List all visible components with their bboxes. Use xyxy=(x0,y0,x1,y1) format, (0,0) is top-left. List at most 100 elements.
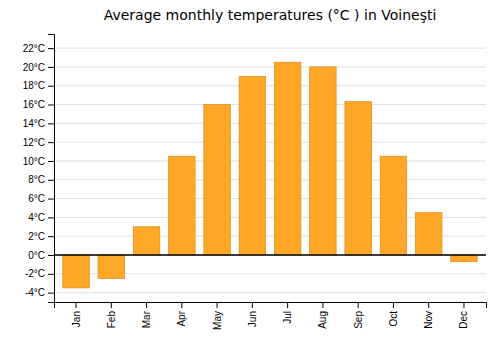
x-tick-mark xyxy=(146,302,147,308)
x-tick: Jan xyxy=(71,302,82,327)
x-tick-label: Aug xyxy=(317,311,328,329)
y-tick: 2°C xyxy=(28,231,54,242)
x-tick-mark xyxy=(111,302,112,308)
x-tick: Sep xyxy=(353,302,364,329)
bar xyxy=(345,102,371,255)
bar xyxy=(274,62,300,255)
x-axis: Jan Feb Mar Apr May Jun Jul Aug Sep Oct Nov Dec xyxy=(55,302,487,330)
y-tick-label: 12°C xyxy=(23,137,45,148)
y-tick-mark xyxy=(48,142,54,143)
x-tick-label: May xyxy=(212,311,223,330)
x-tick-label: Feb xyxy=(106,311,117,329)
x-tick: Jun xyxy=(247,302,258,327)
x-tick-label: Apr xyxy=(176,310,187,326)
y-tick: 14°C xyxy=(23,118,54,129)
y-axis-line xyxy=(48,35,55,303)
y-tick-label: 20°C xyxy=(23,62,45,73)
bar xyxy=(98,255,124,279)
y-tick: 8°C xyxy=(28,174,54,185)
y-tick-label: 14°C xyxy=(23,118,45,129)
grid-line xyxy=(54,85,486,86)
y-tick-label: 8°C xyxy=(28,174,45,185)
grid-line xyxy=(54,66,486,67)
grid xyxy=(54,48,486,292)
x-tick-mark xyxy=(76,302,77,308)
grid-line xyxy=(54,292,486,293)
y-tick-label: -2°C xyxy=(25,268,45,279)
x-tick-mark xyxy=(181,302,182,308)
chart: -4°C -2°C 0°C 2°C 4°C 6°C 8°C 10°C 12°C 14°C 16°C 1… xyxy=(0,0,500,350)
x-tick-label: Jul xyxy=(282,311,293,324)
y-tick-mark xyxy=(48,293,54,294)
y-tick-mark xyxy=(48,48,54,49)
x-tick-mark xyxy=(463,302,464,308)
x-tick-mark xyxy=(287,302,288,308)
y-tick-mark xyxy=(48,180,54,181)
grid-line xyxy=(54,198,486,199)
y-tick: -2°C xyxy=(25,268,54,279)
grid-line xyxy=(54,142,486,143)
grid-line xyxy=(54,179,486,180)
x-tick-label: Jun xyxy=(247,311,258,327)
y-axis: -4°C -2°C 0°C 2°C 4°C 6°C 8°C 10°C 12°C 14°C 16°C 1… xyxy=(23,35,55,303)
y-tick-mark xyxy=(48,236,54,237)
y-tick: 18°C xyxy=(23,80,54,91)
y-tick-label: 0°C xyxy=(28,250,45,261)
y-tick: 10°C xyxy=(23,156,54,167)
y-tick: 6°C xyxy=(28,193,54,204)
y-tick: -4°C xyxy=(25,287,54,298)
y-tick: 16°C xyxy=(23,99,54,110)
x-tick-mark xyxy=(428,302,429,308)
x-tick: Apr xyxy=(176,302,187,327)
y-tick-mark xyxy=(48,217,54,218)
x-tick-label: Oct xyxy=(388,311,399,327)
x-tick-label: Dec xyxy=(458,311,469,329)
y-tick-mark xyxy=(48,161,54,162)
grid-line xyxy=(54,48,486,49)
y-tick-label: 18°C xyxy=(23,80,45,91)
x-tick: Feb xyxy=(106,302,117,328)
bar xyxy=(169,156,195,255)
y-tick-label: 16°C xyxy=(23,99,45,110)
bar xyxy=(63,255,89,288)
x-tick-mark xyxy=(358,302,359,308)
x-tick: Aug xyxy=(317,302,328,329)
x-tick: Oct xyxy=(388,302,399,327)
bar xyxy=(451,255,477,262)
bar xyxy=(133,227,159,255)
y-tick-label: 4°C xyxy=(28,212,45,223)
x-tick: Jul xyxy=(282,302,293,324)
bar xyxy=(380,156,406,255)
y-tick-label: 6°C xyxy=(28,193,45,204)
x-tick-label: Sep xyxy=(353,311,364,329)
x-tick-label: Nov xyxy=(423,311,434,329)
y-tick-label: 10°C xyxy=(23,156,45,167)
plot: -4°C -2°C 0°C 2°C 4°C 6°C 8°C 10°C 12°C 14°C 16°C 1… xyxy=(23,35,487,330)
bar xyxy=(239,76,265,255)
y-tick: 0°C xyxy=(28,250,54,261)
title: Average monthly temperatures (°C ) in Vo… xyxy=(104,7,437,23)
grid-line xyxy=(54,160,486,161)
x-tick: Dec xyxy=(458,302,469,329)
y-tick-mark xyxy=(48,86,54,87)
y-tick-mark xyxy=(48,255,54,256)
x-tick-label: Jan xyxy=(71,311,82,327)
y-tick-label: 2°C xyxy=(28,231,45,242)
y-tick-mark xyxy=(48,199,54,200)
x-tick: Mar xyxy=(141,302,152,328)
x-tick-mark xyxy=(322,302,323,308)
zero-line xyxy=(54,254,486,256)
x-tick: Nov xyxy=(423,302,434,329)
grid-line xyxy=(54,123,486,124)
bar xyxy=(204,105,230,255)
y-tick-label: -4°C xyxy=(25,287,45,298)
y-tick-mark xyxy=(48,67,54,68)
x-tick-mark xyxy=(217,302,218,308)
grid-line xyxy=(54,254,486,255)
y-tick: 4°C xyxy=(28,212,54,223)
y-tick-mark xyxy=(48,123,54,124)
x-axis-line xyxy=(55,303,487,309)
bars xyxy=(63,62,477,288)
y-tick-mark xyxy=(48,105,54,106)
bar xyxy=(310,67,336,255)
